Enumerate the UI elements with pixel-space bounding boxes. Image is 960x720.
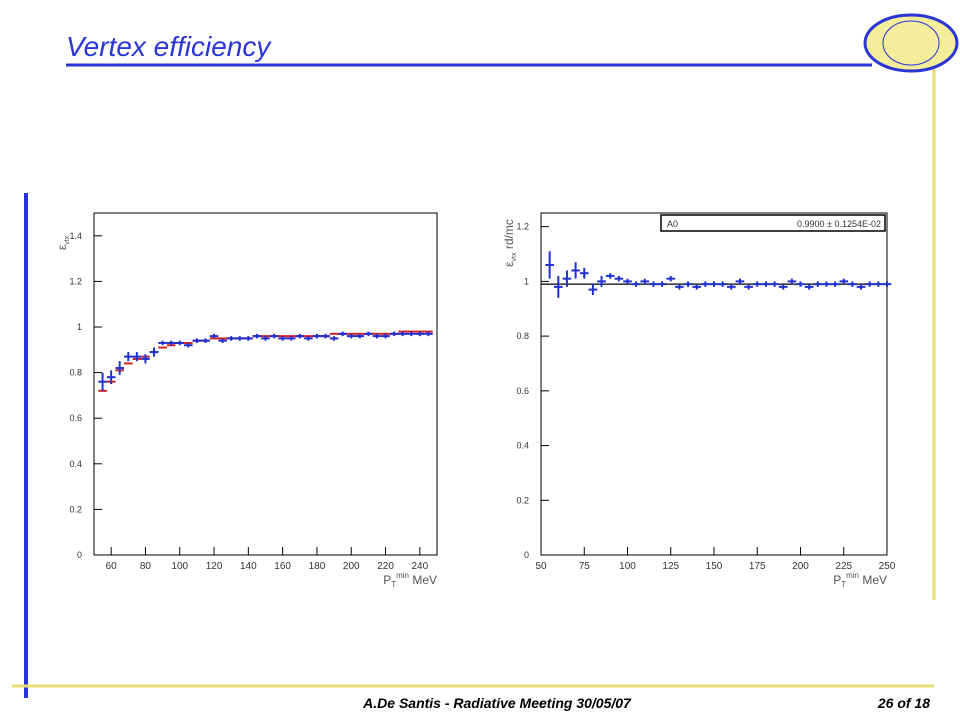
- y-axis-label: εvtx: [55, 235, 71, 250]
- fit-name: A0: [667, 219, 678, 229]
- charts: 0 0.2 0.4 0.6 0.8 1 1.2 1.4 60 80 100 120 140 160 180 2…: [55, 198, 898, 589]
- x-tick-label: 200: [792, 561, 809, 572]
- x-label-part: P: [383, 573, 391, 587]
- x-tick-label: 120: [206, 561, 223, 572]
- x-label-part: MeV: [859, 573, 887, 587]
- x-label-part: T: [841, 580, 846, 589]
- x-tick-label: 100: [619, 561, 636, 572]
- x-label-part: T: [391, 580, 396, 589]
- y-tick-label: 1.2: [516, 222, 529, 232]
- x-tick-label: 50: [535, 561, 547, 572]
- x-tick-label: 225: [835, 561, 852, 572]
- y-tick-label: 1.4: [69, 231, 82, 241]
- y-label-part: rd/mc: [502, 219, 516, 252]
- y-tick-label: 1.2: [69, 276, 82, 286]
- x-label-part: min: [396, 571, 409, 580]
- x-tick-label: 100: [171, 561, 188, 572]
- y-tick-label: 1: [524, 276, 529, 286]
- y-tick-label: 0: [77, 550, 82, 560]
- x-axis-label: PTmin MeV: [383, 571, 437, 589]
- x-axis-label: PTmin MeV: [833, 571, 887, 589]
- x-tick-label: 200: [343, 561, 360, 572]
- plot-frame: [62, 198, 450, 588]
- fit-text: 0.9900 ± 0.1254E-02: [797, 219, 881, 229]
- y-label-part: vtx: [511, 252, 518, 261]
- slide-title: Vertex efficiency: [66, 31, 272, 62]
- x-label-part: MeV: [409, 573, 437, 587]
- logo: [863, 13, 959, 73]
- x-label-part: min: [846, 571, 859, 580]
- y-tick-label: 0.6: [516, 386, 529, 396]
- y-label-part: ε: [55, 244, 69, 250]
- footer: A.De Santis - Radiative Meeting 30/05/07: [362, 695, 632, 711]
- x-tick-label: 60: [106, 561, 118, 572]
- y-tick-label: 0.6: [69, 413, 82, 423]
- y-tick-label: 0.8: [69, 368, 82, 378]
- y-axis-label: εvtx rd/mc: [502, 219, 518, 267]
- y-tick-label: 0.4: [516, 441, 529, 451]
- x-tick-label: 140: [240, 561, 257, 572]
- x-tick-label: 175: [749, 561, 766, 572]
- y-tick-label: 0.2: [69, 504, 82, 514]
- y-label-part: vtx: [64, 235, 71, 244]
- x-label-part: P: [833, 573, 841, 587]
- plot-area: [93, 212, 438, 556]
- x-tick-label: 160: [274, 561, 291, 572]
- y-tick-label: 1: [77, 322, 82, 332]
- x-tick-label: 150: [706, 561, 723, 572]
- y-tick-label: 0.4: [69, 459, 82, 469]
- fit-box: [660, 214, 886, 232]
- x-tick-label: 125: [662, 561, 679, 572]
- y-label-part: ε: [502, 261, 516, 267]
- y-tick-label: 0.2: [516, 495, 529, 505]
- y-tick-label: 0.8: [516, 331, 529, 341]
- x-tick-label: 180: [309, 561, 326, 572]
- x-tick-label: 80: [140, 561, 152, 572]
- y-tick-label: 0: [524, 550, 529, 560]
- page-number: 26 of 18: [877, 695, 930, 711]
- x-tick-label: 240: [412, 561, 429, 572]
- x-tick-label: 250: [879, 561, 896, 572]
- x-tick-label: 75: [579, 561, 591, 572]
- x-tick-label: 220: [377, 561, 394, 572]
- plot-frame: [500, 198, 898, 588]
